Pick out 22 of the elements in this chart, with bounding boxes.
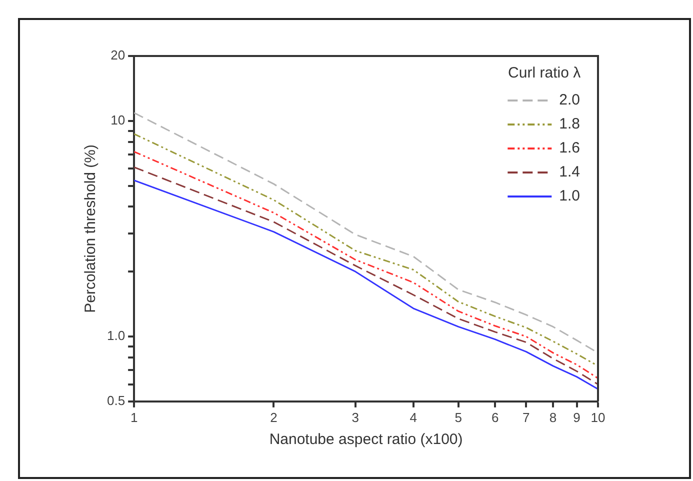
y-tick-label: 0.5 [106, 392, 126, 408]
x-tick-label: 2 [270, 410, 278, 425]
x-tick-label: 4 [410, 410, 417, 425]
legend-label: 1.0 [559, 188, 580, 205]
x-tick-label: 7 [522, 410, 530, 425]
x-axis-title: Nanotube aspect ratio (x100) [269, 431, 463, 448]
legend-label: 1.8 [559, 116, 580, 133]
legend-label: 1.4 [559, 164, 580, 181]
x-tick-label: 6 [491, 410, 499, 425]
y-axis-title: Percolation threshold (%) [82, 144, 100, 313]
x-tick-label: 8 [549, 410, 557, 425]
legend-label: 2.0 [559, 92, 580, 109]
x-tick-label: 5 [454, 410, 462, 425]
legend-title: Curl ratio λ [508, 64, 582, 82]
x-tick-label: 9 [573, 410, 580, 425]
x-tick-label: 3 [352, 410, 360, 425]
legend-label: 1.6 [559, 140, 580, 157]
x-tick-label: 1 [130, 410, 138, 425]
y-tick-label: 10 [110, 112, 126, 128]
x-tick-label: 10 [590, 410, 606, 425]
y-tick-label: 1.0 [106, 328, 126, 344]
y-tick-label: 20 [110, 48, 126, 63]
